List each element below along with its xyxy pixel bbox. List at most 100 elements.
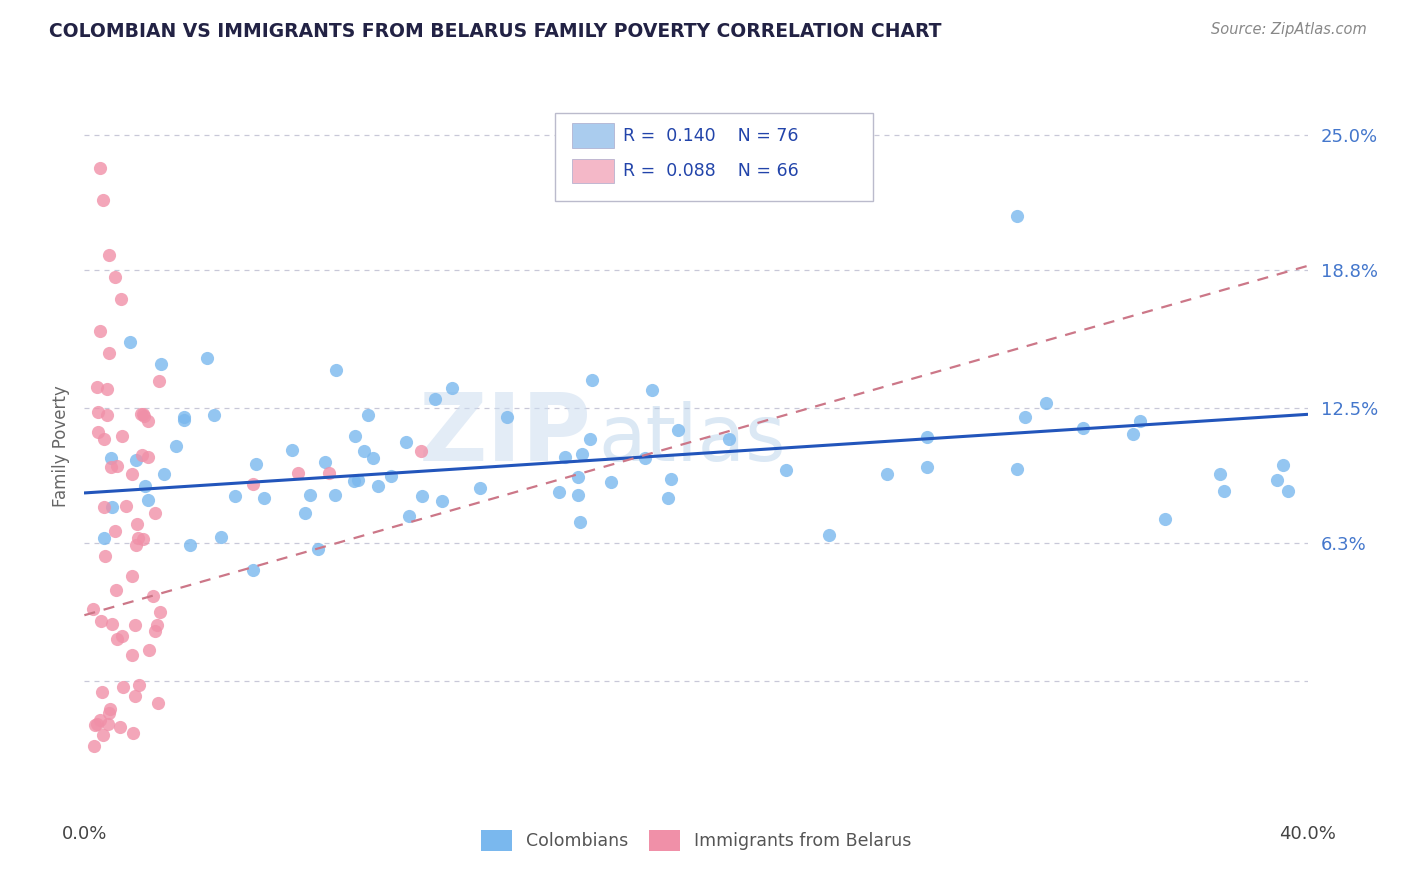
Point xyxy=(1005,462,1028,476)
Point xyxy=(110,720,132,734)
Point xyxy=(876,467,898,481)
Point xyxy=(149,357,172,371)
Point xyxy=(91,194,114,208)
Point xyxy=(134,479,156,493)
Point xyxy=(571,447,593,461)
Point xyxy=(1213,483,1236,498)
Point xyxy=(318,467,340,481)
Point xyxy=(253,491,276,505)
Point xyxy=(409,444,432,458)
Point xyxy=(578,432,600,446)
Point xyxy=(152,467,174,481)
Point xyxy=(97,248,120,262)
Point xyxy=(1122,426,1144,441)
Point xyxy=(105,632,128,646)
Point xyxy=(641,383,664,397)
Point xyxy=(146,617,169,632)
Point xyxy=(101,617,124,632)
Point xyxy=(129,407,152,421)
Point xyxy=(569,516,592,530)
Point xyxy=(124,453,146,467)
Point xyxy=(104,524,127,538)
Point xyxy=(1005,209,1028,223)
Point xyxy=(281,442,304,457)
Point xyxy=(94,549,117,563)
Point xyxy=(114,500,136,514)
Point xyxy=(132,407,155,421)
Point xyxy=(83,718,105,732)
Point xyxy=(367,478,389,492)
Point xyxy=(125,517,148,532)
Point xyxy=(548,485,571,500)
Point xyxy=(195,351,218,365)
Point xyxy=(430,493,453,508)
Point xyxy=(361,450,384,465)
Point xyxy=(495,410,517,425)
Point xyxy=(1272,458,1295,473)
Point xyxy=(136,414,159,428)
Point xyxy=(209,530,232,544)
Point xyxy=(325,363,347,377)
Point xyxy=(146,696,169,710)
Point xyxy=(659,472,682,486)
Point xyxy=(634,450,657,465)
Point xyxy=(100,500,122,514)
Point xyxy=(581,373,603,387)
Point xyxy=(202,408,225,422)
Point xyxy=(122,726,145,740)
Text: atlas: atlas xyxy=(598,401,786,476)
Point xyxy=(600,475,623,489)
Point xyxy=(111,629,134,643)
Point xyxy=(775,463,797,477)
Point xyxy=(357,408,380,422)
Point xyxy=(132,533,155,547)
Point xyxy=(666,423,689,437)
Point xyxy=(1209,467,1232,481)
Point xyxy=(124,617,146,632)
Point xyxy=(554,450,576,464)
Point xyxy=(93,531,115,545)
Point xyxy=(136,450,159,465)
Point xyxy=(1073,421,1095,435)
Point xyxy=(142,589,165,603)
FancyBboxPatch shape xyxy=(572,159,614,184)
Point xyxy=(120,335,142,350)
Point xyxy=(294,506,316,520)
Y-axis label: Family Poverty: Family Poverty xyxy=(52,385,70,507)
Point xyxy=(440,380,463,394)
Point xyxy=(125,538,148,552)
Point xyxy=(1035,396,1057,410)
Point xyxy=(121,569,143,583)
Point xyxy=(131,448,153,462)
Point xyxy=(1277,484,1299,499)
Point xyxy=(717,433,740,447)
Point xyxy=(89,324,111,338)
Point xyxy=(104,269,127,284)
Point xyxy=(818,528,841,542)
Point xyxy=(90,614,112,628)
Point xyxy=(245,457,267,471)
Point xyxy=(110,292,132,306)
Point xyxy=(347,473,370,487)
Point xyxy=(89,161,111,175)
Point xyxy=(299,488,322,502)
Point xyxy=(398,508,420,523)
Point xyxy=(148,374,170,388)
Point xyxy=(86,717,108,731)
Text: R =  0.140    N = 76: R = 0.140 N = 76 xyxy=(623,127,799,145)
Legend: Colombians, Immigrants from Belarus: Colombians, Immigrants from Belarus xyxy=(474,822,918,858)
Text: Source: ZipAtlas.com: Source: ZipAtlas.com xyxy=(1211,22,1367,37)
Point xyxy=(411,489,433,503)
Point xyxy=(93,500,115,515)
Point xyxy=(173,412,195,426)
Point xyxy=(165,439,187,453)
Point xyxy=(1129,414,1152,428)
Point xyxy=(915,430,938,444)
Point xyxy=(314,455,336,469)
Point xyxy=(343,475,366,489)
Point xyxy=(287,467,309,481)
Point xyxy=(97,717,120,731)
Point xyxy=(380,469,402,483)
Point xyxy=(100,451,122,466)
Point xyxy=(132,409,155,424)
